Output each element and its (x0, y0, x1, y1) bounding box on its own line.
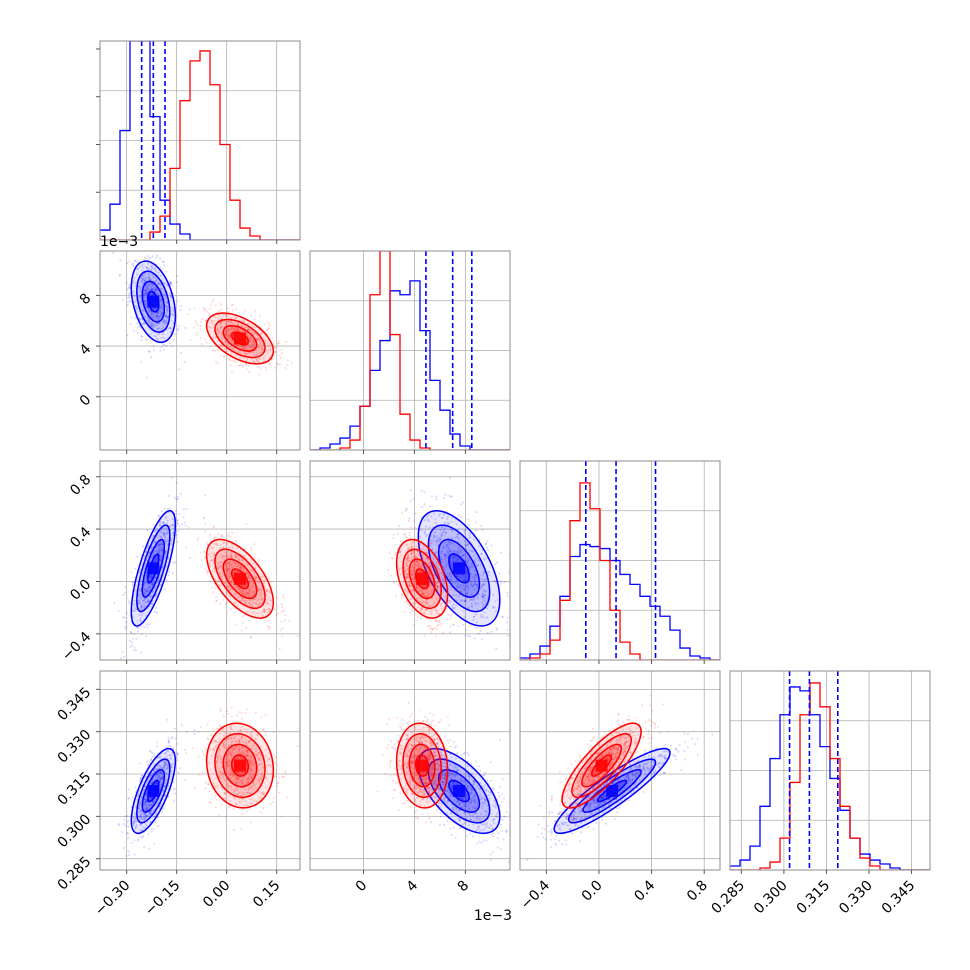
contour-series-0-level-3 (130, 260, 177, 344)
contour-series-0-level-3 (553, 747, 671, 835)
contour-series-1-level-3 (205, 312, 275, 365)
contour-series-1-level-2 (214, 733, 266, 799)
contour-series-1-level-1 (222, 558, 258, 600)
scatter-points-series-1 (184, 706, 299, 831)
scatter-panel-p3-vs-p1 (309, 670, 511, 871)
contour-series-1-level-2 (214, 548, 266, 610)
contour-series-0-level-0 (596, 779, 628, 803)
x-offset-label: 1e−3 (474, 908, 512, 924)
contour-series-1-level-2 (214, 318, 266, 359)
ytick-label-p2-0: −0.4 (59, 629, 94, 664)
contour-series-0-level-3 (417, 747, 501, 835)
xtick-label-p1-2: 8 (455, 878, 473, 896)
contour-series-1-level-0 (230, 331, 250, 346)
contour-series-1-level-3 (395, 538, 449, 619)
xtick-label-p0-1: −0.15 (142, 878, 184, 920)
contour-series-1-level-2 (571, 733, 632, 799)
contour-series-1-level-3 (205, 538, 275, 619)
ytick-label-p3-2: 0.315 (55, 769, 95, 809)
contour-series-0-level-0 (448, 779, 470, 803)
ytick-label-p3-3: 0.330 (55, 727, 95, 767)
ytick-label-p3-1: 0.300 (55, 811, 95, 851)
contour-series-0-level-1 (141, 280, 166, 323)
contour-series-0-level-2 (136, 270, 171, 333)
scatter-panel-p1-vs-p0 (99, 250, 301, 451)
contour-series-0-level-2 (136, 758, 171, 824)
contour-series-0-level-3 (130, 510, 177, 627)
contour-series-1-level-0 (590, 754, 613, 777)
xtick-label-p3-1: 0.300 (751, 878, 791, 918)
ytick-label-p2-3: 0.8 (67, 472, 94, 499)
contour-series-1-level-3 (395, 722, 449, 809)
contour-series-0-level-1 (437, 538, 481, 598)
contour-series-0-level-0 (147, 553, 160, 584)
contour-series-0-level-0 (147, 290, 160, 313)
scatter-points-series-0 (526, 731, 714, 861)
contour-series-1-level-1 (408, 743, 436, 788)
contour-series-0-level-1 (141, 769, 166, 813)
histogram-series-0-p2 (520, 543, 720, 660)
xtick-label-p3-0: 0.285 (709, 878, 749, 918)
ytick-label-p2-2: 0.4 (67, 524, 94, 551)
hist-panel-p3 (729, 670, 931, 871)
xtick-label-p1-1: 4 (404, 877, 422, 895)
contour-series-1-level-1 (222, 325, 258, 352)
ytick-label-p2-1: 0.0 (67, 576, 94, 603)
contour-series-1-level-3 (205, 722, 275, 809)
histogram-series-0-p3 (730, 686, 930, 870)
contour-series-0-level-1 (141, 538, 166, 598)
xtick-label-p2-2: 0.4 (631, 877, 658, 904)
contour-series-0-level-2 (427, 758, 491, 824)
xtick-label-p1-0: 0 (353, 878, 371, 896)
contour-series-1-level-1 (408, 558, 436, 600)
xtick-label-p0-2: 0.00 (200, 878, 233, 911)
contour-series-1-level-3 (561, 722, 642, 809)
xtick-label-p0-0: −0.30 (92, 878, 134, 920)
contour-series-1-level-0 (414, 568, 430, 590)
ytick-label-p1-2: 8 (77, 290, 95, 308)
contour-series-1-level-1 (581, 743, 623, 788)
scatter-panel-p2-vs-p1 (309, 460, 511, 661)
xtick-label-p2-0: −0.4 (518, 877, 553, 912)
xtick-label-p3-4: 0.345 (879, 878, 919, 918)
histogram-series-0-p0 (100, 41, 300, 240)
histogram-series-1-p2 (520, 482, 720, 660)
scatter-points-series-0 (398, 477, 510, 650)
contour-series-1-level-0 (230, 754, 250, 777)
histogram-series-1-p3 (730, 682, 930, 870)
ytick-label-p3-0: 0.285 (55, 854, 95, 894)
xtick-label-p3-3: 0.330 (836, 878, 876, 918)
y-offset-label: 1e−3 (100, 234, 138, 250)
contour-series-0-level-0 (147, 779, 160, 803)
contour-series-0-level-3 (130, 747, 177, 835)
histogram-series-1-p1 (310, 251, 510, 450)
xtick-label-p2-3: 0.8 (684, 878, 711, 905)
contour-series-1-level-0 (230, 568, 250, 590)
ytick-label-p3-4: 0.345 (55, 684, 95, 724)
contour-series-0-level-2 (427, 524, 491, 613)
scatter-panel-p3-vs-p2 (519, 670, 721, 871)
hist-panel-p0 (99, 40, 301, 241)
contour-series-0-level-2 (136, 524, 171, 613)
histogram-series-0-p1 (310, 280, 510, 450)
ytick-label-p1-0: 0 (77, 392, 95, 410)
scatter-panel-p2-vs-p0 (99, 460, 301, 661)
hist-panel-p1 (309, 250, 511, 451)
contour-series-0-level-0 (448, 553, 470, 584)
contour-series-1-level-0 (414, 754, 430, 777)
contour-series-1-level-1 (222, 743, 258, 788)
xtick-label-p2-1: 0.0 (579, 878, 606, 905)
histogram-series-1-p0 (100, 50, 300, 240)
hist-panel-p2 (519, 460, 721, 661)
contour-series-1-level-2 (402, 733, 442, 799)
xtick-label-p0-3: 0.15 (250, 878, 283, 911)
ytick-label-p1-1: 4 (77, 341, 95, 359)
contour-series-1-level-2 (402, 548, 442, 610)
xtick-label-p3-2: 0.315 (794, 878, 834, 918)
scatter-panel-p3-vs-p0 (99, 670, 301, 871)
contour-series-0-level-3 (417, 510, 501, 627)
